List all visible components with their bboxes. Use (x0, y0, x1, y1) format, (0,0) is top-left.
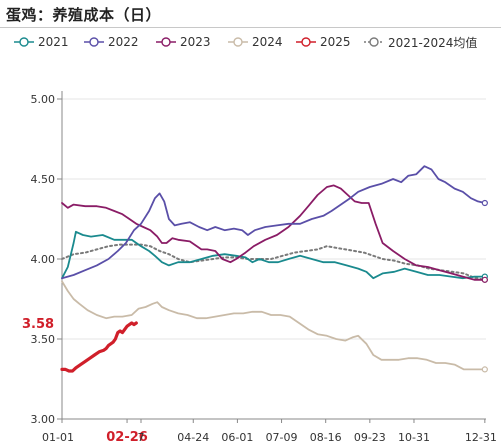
legend-label: 2021-2024均值 (388, 35, 478, 50)
legend-label: 2025 (320, 35, 351, 49)
y-tick-label: 3.00 (31, 413, 56, 426)
x-tick-label: 07-09 (266, 431, 298, 444)
legend-item-2022[interactable]: 2022 (84, 33, 139, 51)
x-tick-label: 06-01 (221, 431, 253, 444)
legend-marker-icon (84, 37, 104, 47)
x-tick-label: 7 (137, 431, 144, 444)
legend-label: 2021 (38, 35, 69, 49)
legend-label: 2022 (108, 35, 139, 49)
series-line-2024 (61, 280, 486, 371)
x-tick-label: 10-31 (398, 431, 430, 444)
legend-marker-icon (364, 37, 384, 47)
y-tick-label: 4.00 (31, 253, 56, 266)
x-tick-label: 09-23 (354, 431, 386, 444)
series-line-2023 (61, 184, 486, 281)
x-tick-label: 04-24 (177, 431, 209, 444)
y-tick-label: 3.50 (31, 333, 56, 346)
current-value-label: 3.58 (22, 317, 54, 332)
legend-item-2023[interactable]: 2023 (156, 33, 211, 51)
series-end-marker-2023 (481, 276, 488, 283)
x-tick-label: 08-16 (310, 431, 342, 444)
title-divider (0, 27, 501, 28)
x-tick-label: 12-31 (465, 431, 497, 444)
series-line-2022 (61, 165, 486, 280)
chart-title: 蛋鸡：养殖成本（日） (6, 6, 162, 24)
legend-item-2025[interactable]: 2025 (296, 33, 351, 51)
legend-label: 2024 (252, 35, 283, 49)
legend-marker-icon (14, 37, 34, 47)
legend-item-avg[interactable]: 2021-2024均值 (364, 33, 477, 51)
y-tick-label: 4.50 (31, 173, 56, 186)
x-tick-label: 01-01 (42, 431, 74, 444)
legend-marker-icon (156, 37, 176, 47)
series-line-2025 (60, 321, 138, 373)
y-tick-label: 5.00 (31, 93, 56, 106)
series-line-2021 (61, 230, 486, 280)
legend-item-2024[interactable]: 2024 (228, 33, 283, 51)
legend-label: 2023 (180, 35, 211, 49)
legend-marker-icon (228, 37, 248, 47)
x-tick-label-current: 02-26 (106, 430, 148, 445)
series-end-marker-2022 (481, 199, 488, 207)
legend-marker-icon (296, 37, 316, 47)
series-end-marker-2024 (481, 366, 488, 373)
series-line-avg (61, 243, 486, 281)
legend-item-2021[interactable]: 2021 (14, 33, 69, 51)
